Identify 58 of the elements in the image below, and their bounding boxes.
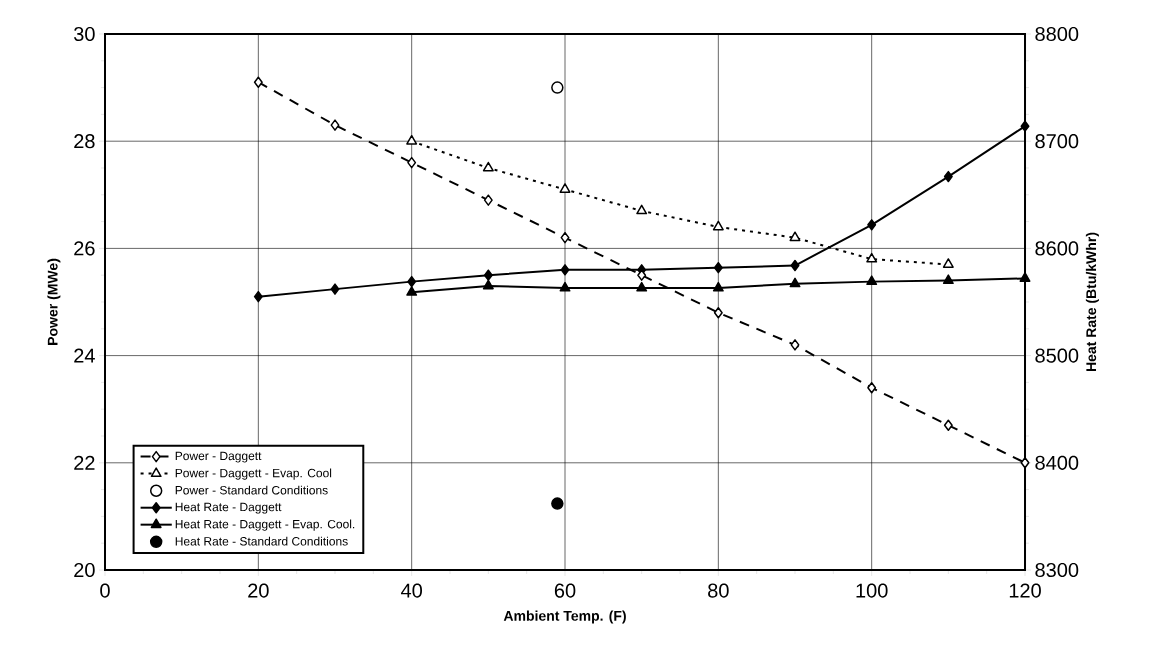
x-tick-label: 0	[100, 583, 110, 598]
point	[790, 259, 800, 272]
y2-tick-label: 8300	[1035, 562, 1079, 578]
point	[253, 76, 263, 88]
y2-axis-title: Heat Rate (Btu/kWhr)	[1085, 232, 1099, 372]
point	[551, 497, 564, 510]
point	[789, 277, 801, 288]
point	[406, 286, 418, 296]
point	[713, 306, 723, 319]
y-tick-label: 26	[74, 241, 95, 256]
point	[560, 231, 570, 244]
point	[789, 231, 801, 242]
legend-label: Heat Rate - Daggett	[175, 502, 282, 514]
point	[636, 204, 648, 215]
point	[712, 220, 724, 231]
point	[942, 274, 954, 285]
point	[712, 281, 724, 292]
y-tick-label: 20	[74, 562, 95, 578]
y2-tick-label: 8600	[1035, 241, 1079, 256]
point	[943, 170, 953, 183]
legend-label: Heat Rate - Daggett - Evap. Cool.	[175, 519, 355, 531]
point	[636, 281, 648, 292]
point	[867, 382, 877, 394]
point	[483, 269, 493, 281]
point	[866, 252, 878, 263]
x-axis-title: Ambient Temp. (F)	[503, 610, 626, 624]
legend-label: Heat Rate - Standard Conditions	[175, 536, 348, 546]
y-tick-label: 28	[74, 134, 95, 149]
y2-tick-label: 8800	[1035, 26, 1079, 42]
y-axis-title: Power (MWe)	[47, 258, 61, 345]
point	[407, 156, 417, 169]
point	[330, 283, 340, 295]
legend-label: Power - Daggett - Evap. Cool	[175, 468, 332, 480]
y-tick-label: 30	[74, 26, 95, 42]
point	[942, 258, 954, 268]
point	[1020, 457, 1030, 469]
point	[790, 339, 800, 351]
point	[482, 161, 494, 172]
x-tick-label: 100	[856, 583, 888, 598]
point	[551, 81, 564, 94]
point	[406, 134, 418, 145]
legend-label: Power - Standard Conditions	[175, 485, 328, 495]
x-tick-label: 80	[708, 583, 729, 598]
point	[559, 183, 571, 193]
legend-label: Power - Daggett	[175, 451, 262, 463]
x-tick-label: 40	[401, 583, 423, 598]
y2-tick-label: 8500	[1035, 348, 1079, 363]
x-tick-label: 60	[554, 583, 576, 598]
x-tick-label: 120	[1009, 583, 1041, 598]
x-tick-label: 20	[248, 583, 269, 598]
point	[943, 419, 953, 432]
point	[483, 194, 493, 206]
point	[482, 279, 494, 290]
y2-tick-label: 8700	[1035, 134, 1079, 149]
y-tick-label: 22	[74, 455, 95, 470]
point	[330, 119, 340, 131]
y-tick-label: 24	[74, 348, 95, 363]
y2-tick-label: 8400	[1035, 455, 1079, 470]
